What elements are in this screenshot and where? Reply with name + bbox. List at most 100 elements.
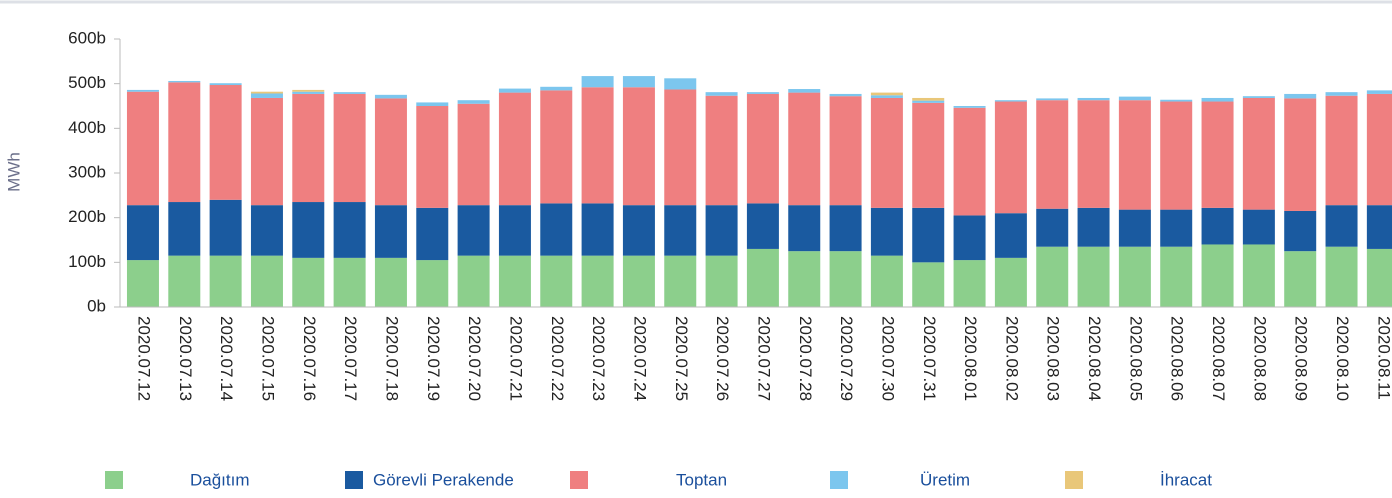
x-tick-label: 2020.08.11 [1374,316,1392,400]
bar-segment [1160,99,1193,102]
bar-segment [209,85,242,200]
bar-segment [870,92,903,96]
bar-segment [374,257,407,307]
bar-segment [1036,98,1069,101]
bar-segment [333,93,366,203]
bar-segment [1284,98,1317,211]
x-tick-label: 2020.07.16 [300,316,319,401]
bar-segment [292,257,325,307]
legend-label: Görevli Perakende [373,470,514,489]
bar-segment [581,203,614,256]
bar-segment [1118,209,1151,247]
plot-area: 2020.07.12 2020.07.13 2020.07.14 2020.07.15… [126,76,1392,401]
bar-segment [540,255,573,307]
bar-segment [746,92,779,94]
bar-segment [829,251,862,307]
bar-segment [1366,205,1392,249]
bar-segment [912,207,945,263]
bar-segment [416,260,449,307]
bar-segment [416,102,449,106]
bar-segment [705,255,738,307]
bar-segment [292,91,325,94]
x-tick-label: 2020.07.23 [589,316,608,401]
bar-segment [953,260,986,307]
bar-segment [1077,207,1110,247]
x-tick-label: 2020.07.19 [424,316,443,401]
bar-segment [250,255,283,307]
bar-segment [622,255,655,307]
x-tick-label: 2020.07.27 [754,316,773,401]
bar-segment [1077,246,1110,307]
bar-segment [1366,93,1392,206]
bar-segment [1284,251,1317,307]
bar-segment [912,100,945,103]
bar-segment [374,205,407,258]
bar-segment [1242,244,1275,307]
bar-segment [953,215,986,261]
legend-label: Toptan [676,470,727,489]
bar-segment [1201,244,1234,307]
bar-segment [1325,246,1358,307]
bar-segment [1036,100,1069,209]
bar-segment [1242,97,1275,210]
bar-segment [250,205,283,256]
bar-segment [374,98,407,206]
bar-segment [250,93,283,98]
legend-swatch [1065,471,1083,489]
bar-segment [374,94,407,99]
bar-segment [870,95,903,98]
y-tick-label: 600b [68,28,106,47]
bar-segment [705,95,738,206]
bar-segment [1036,246,1069,307]
x-tick-label: 2020.07.30 [878,316,897,401]
x-tick-label: 2020.08.06 [1168,316,1187,401]
bar-segment [457,103,490,206]
bar-segment [953,106,986,108]
y-axis-label: MWh [4,152,23,192]
x-tick-label: 2020.08.09 [1292,316,1311,401]
x-tick-label: 2020.07.29 [837,316,856,401]
bar-segment [292,202,325,258]
y-tick-label: 500b [68,73,106,92]
x-tick-label: 2020.08.07 [1209,316,1228,401]
bar-segment [498,205,531,256]
bar-segment [870,207,903,256]
bar-segment [1077,97,1110,101]
bar-segment [1242,96,1275,98]
bar-segment [1325,95,1358,206]
x-tick-label: 2020.08.08 [1250,316,1269,401]
bar-segment [209,83,242,86]
bar-segment [829,93,862,97]
bar-segment [953,107,986,216]
bar-segment [912,262,945,307]
bar-segment [829,96,862,206]
bar-segment [1118,100,1151,210]
bar-segment [994,257,1027,307]
bar-segment [622,205,655,256]
bar-segment [994,100,1027,102]
bar-segment [746,203,779,249]
bar-segment [1366,90,1392,94]
bar-segment [788,251,821,307]
bar-segment [209,199,242,256]
legend-swatch [105,471,123,489]
bar-segment [333,257,366,307]
x-tick-label: 2020.08.04 [1085,316,1104,401]
bar-segment [540,203,573,256]
bar-segment [1366,248,1392,307]
bar-segment [168,82,201,203]
bar-segment [870,255,903,307]
bar-segment [1325,205,1358,247]
bar-segment [457,100,490,104]
bar-segment [829,205,862,252]
x-tick-label: 2020.07.21 [506,316,525,401]
bar-segment [333,92,366,94]
x-tick-label: 2020.07.18 [382,316,401,401]
x-tick-label: 2020.07.25 [672,316,691,401]
bar-segment [705,92,738,96]
bar-segment [1118,96,1151,101]
bar-segment [664,255,697,307]
x-tick-label: 2020.08.02 [1002,316,1021,401]
bar-segment [581,255,614,307]
x-tick-label: 2020.07.31 [920,316,939,401]
